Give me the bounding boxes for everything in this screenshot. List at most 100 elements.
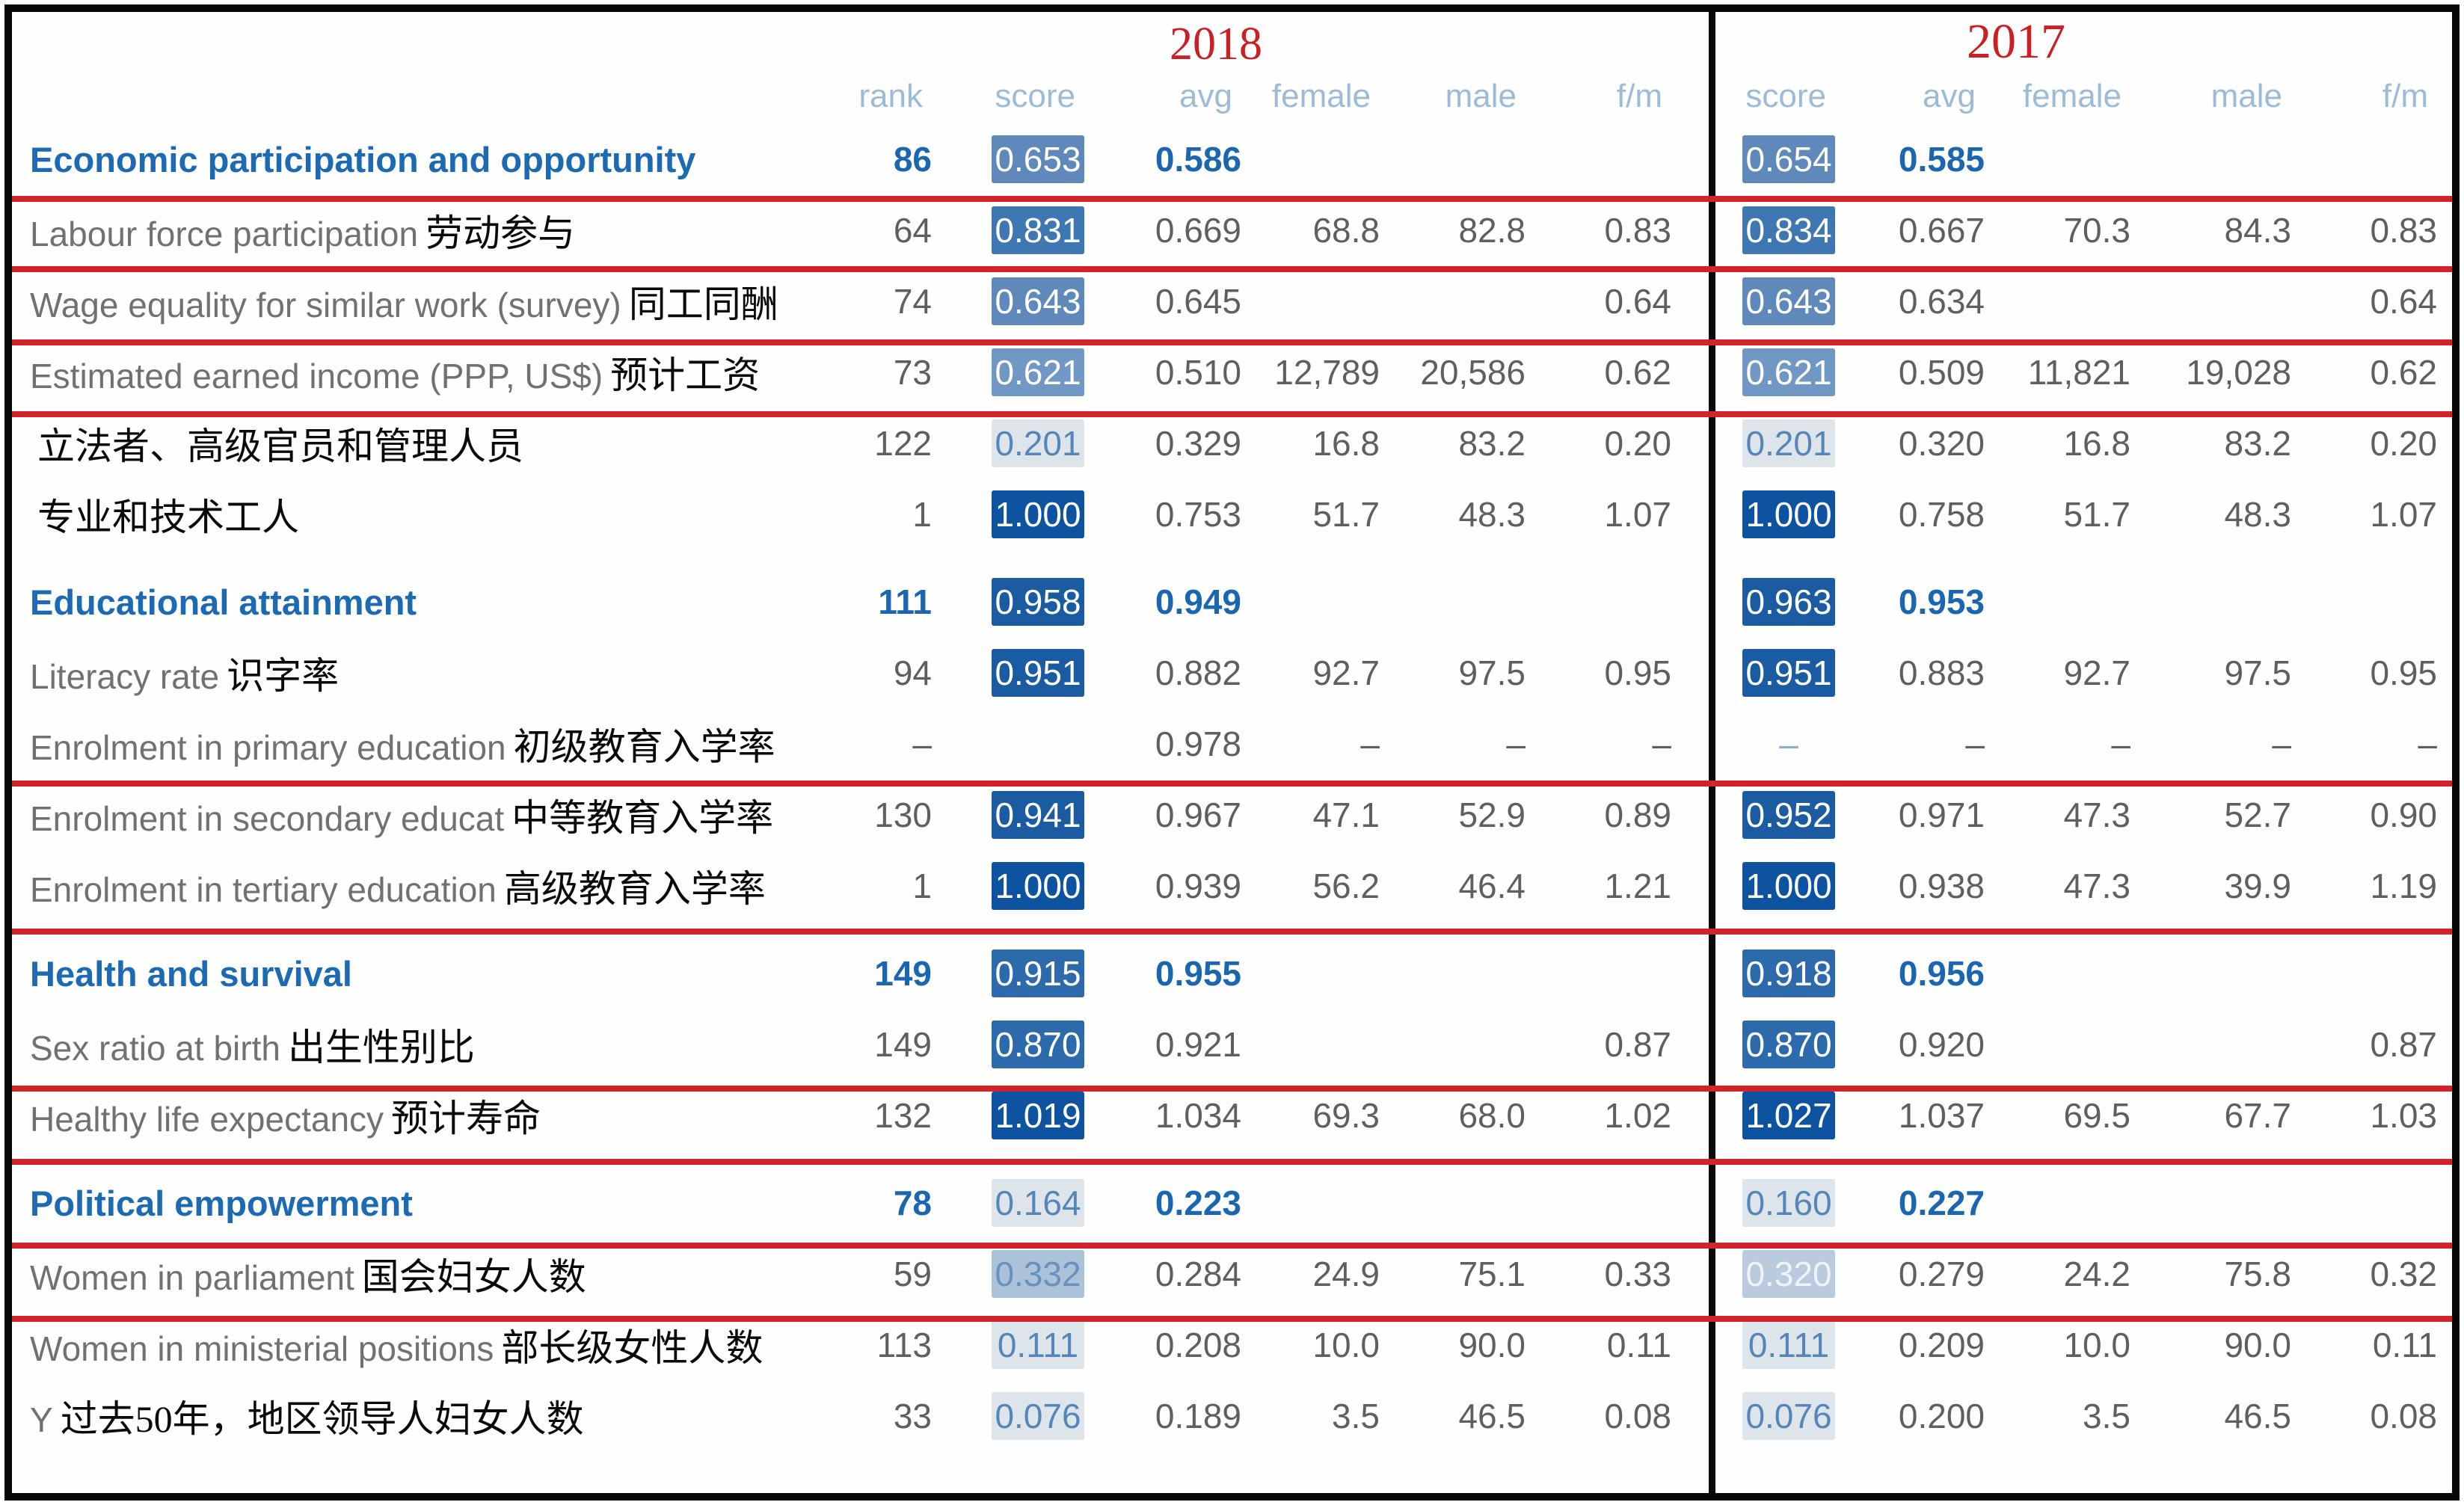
avg-value-2017: 0.953: [1898, 582, 1985, 621]
indicator-label-english: Labour force participation: [30, 214, 419, 253]
female-value-2017: 16.8: [2063, 423, 2130, 463]
avg-value-2018: 0.949: [1155, 582, 1241, 621]
avg-value-2017: 0.667: [1898, 210, 1985, 250]
fm-ratio-2018: 0.33: [1604, 1254, 1671, 1293]
rank-value: 64: [893, 210, 932, 250]
avg-value-2018: 0.669: [1155, 210, 1241, 250]
rank-value: 149: [874, 1024, 932, 1064]
score-cell-2018: 0.915: [932, 949, 1084, 997]
indicator-label-english: Estimated earned income (PPP, US$): [30, 356, 603, 396]
male-value-2017: –: [2272, 724, 2291, 763]
rank-value: 130: [874, 795, 932, 834]
score-box-2017: 0.834: [1742, 206, 1835, 254]
column-header-fm-2017: f/m: [2382, 78, 2428, 114]
avg-value-2017: 0.209: [1898, 1325, 1985, 1364]
score-box-2018: 0.164: [992, 1178, 1084, 1227]
indicator-label-english: Enrolment in primary education: [30, 727, 506, 767]
indicator-label: Enrolment in tertiary education 高级教育入学率: [12, 859, 842, 913]
indicator-label-english: Health and survival: [30, 953, 352, 994]
male-value-2018: 90.0: [1458, 1325, 1526, 1364]
score-box-2017: 1.000: [1742, 861, 1835, 910]
year-2017-label: 2017: [1967, 14, 2065, 69]
female-value-2018: 10.0: [1312, 1325, 1380, 1364]
indicator-label-chinese: 出生性别比: [287, 1026, 475, 1068]
fm-ratio-2018: 0.08: [1604, 1396, 1671, 1435]
female-value-2018: 69.3: [1312, 1095, 1380, 1135]
male-value-2018: 97.5: [1458, 653, 1526, 692]
score-box-2018: [992, 720, 1084, 768]
score-box-2017: 0.870: [1742, 1020, 1835, 1068]
score-cell-2018: 0.201: [932, 419, 1084, 467]
score-cell-2017: 0.951: [1742, 648, 1835, 697]
avg-value-2018: 0.882: [1155, 653, 1241, 692]
score-cell-2018: 1.000: [932, 490, 1084, 538]
column-header-score-2017: score: [1745, 78, 1826, 114]
score-box-2018: 0.915: [992, 949, 1084, 997]
column-header-female-2018: female: [1271, 78, 1371, 114]
indicator-label: Sex ratio at birth 出生性别比: [12, 1018, 842, 1071]
score-cell-2017: –: [1742, 720, 1835, 768]
avg-value-2017: 0.634: [1898, 281, 1985, 321]
indicator-label: Labour force participation 劳动参与: [12, 203, 842, 257]
avg-value-2017: 0.956: [1898, 953, 1985, 993]
year-divider-line: [1709, 12, 1715, 1493]
table-row: Enrolment in secondary educat 中等教育入学率 130…: [12, 779, 2452, 850]
avg-value-2017: 0.200: [1898, 1396, 1985, 1435]
score-box-2017: 0.963: [1742, 577, 1835, 626]
score-box-2017: 0.076: [1742, 1391, 1835, 1440]
indicator-label-chinese: 部长级女性人数: [501, 1326, 764, 1369]
rank-value: 122: [874, 423, 932, 463]
male-value-2017: 75.8: [2224, 1254, 2291, 1293]
fm-ratio-2017: 1.07: [2370, 494, 2437, 534]
table-row: Women in ministerial positions 部长级女性人数 11…: [12, 1309, 2452, 1380]
indicator-label: Y 过去50年，地区领导人妇女人数: [12, 1389, 842, 1443]
female-value-2018: 24.9: [1312, 1254, 1380, 1293]
score-box-2018: 0.958: [992, 577, 1084, 626]
avg-value-2017: 0.509: [1898, 352, 1985, 392]
score-box-2018: 0.643: [992, 277, 1084, 325]
male-value-2018: –: [1506, 724, 1526, 763]
female-value-2018: 68.8: [1312, 210, 1380, 250]
indicator-label-english: Y: [30, 1400, 53, 1439]
table-row: Enrolment in primary education 初级教育入学率 – …: [12, 708, 2452, 779]
female-value-2018: 3.5: [1332, 1396, 1380, 1435]
column-header-female-2017: female: [2022, 78, 2122, 114]
indicator-label-chinese: 过去50年，地区领导人妇女人数: [60, 1397, 584, 1440]
female-value-2017: –: [2111, 724, 2130, 763]
score-box-2018: 0.201: [992, 419, 1084, 467]
avg-value-2018: 0.223: [1155, 1183, 1241, 1222]
score-cell-2018: 0.958: [932, 577, 1084, 626]
avg-value-2017: 0.279: [1898, 1254, 1985, 1293]
male-value-2017: 67.7: [2224, 1095, 2291, 1135]
indicator-label-chinese: 劳动参与: [425, 212, 576, 254]
rank-value: 1: [912, 494, 932, 534]
score-box-2018: 1.000: [992, 861, 1084, 910]
table-row: Educational attainment 111 0.958 0.949 0…: [12, 566, 2452, 637]
indicator-label: Economic participation and opportunity: [12, 138, 842, 181]
male-value-2017: 48.3: [2224, 494, 2291, 534]
avg-value-2017: 0.883: [1898, 653, 1985, 692]
score-cell-2018: 0.643: [932, 277, 1084, 325]
score-box-2018: 1.000: [992, 490, 1084, 538]
fm-ratio-2017: 0.32: [2370, 1254, 2437, 1293]
table-row: Political empowerment 78 0.164 0.223 0.1…: [12, 1167, 2452, 1238]
rank-value: 33: [893, 1396, 932, 1435]
score-cell-2017: 0.076: [1742, 1391, 1835, 1440]
fm-ratio-2017: 0.08: [2370, 1396, 2437, 1435]
male-value-2018: 68.0: [1458, 1095, 1526, 1135]
rank-value: 59: [893, 1254, 932, 1293]
fm-ratio-2018: 0.20: [1604, 423, 1671, 463]
indicator-label-english: Political empowerment: [30, 1183, 413, 1223]
score-cell-2018: 0.111: [932, 1320, 1084, 1369]
female-value-2018: 56.2: [1312, 866, 1380, 905]
indicator-label-english: Enrolment in secondary educat: [30, 798, 505, 838]
rank-value: 132: [874, 1095, 932, 1135]
indicator-label-chinese: 识字率: [227, 654, 340, 697]
table-row: Enrolment in tertiary education 高级教育入学率 1…: [12, 850, 2452, 921]
male-value-2018: 48.3: [1458, 494, 1526, 534]
male-value-2018: 83.2: [1458, 423, 1526, 463]
fm-ratio-2018: 0.83: [1604, 210, 1671, 250]
indicator-label-english: Enrolment in tertiary education: [30, 870, 497, 909]
female-value-2017: 47.3: [2063, 795, 2130, 834]
score-cell-2017: 0.952: [1742, 790, 1835, 839]
